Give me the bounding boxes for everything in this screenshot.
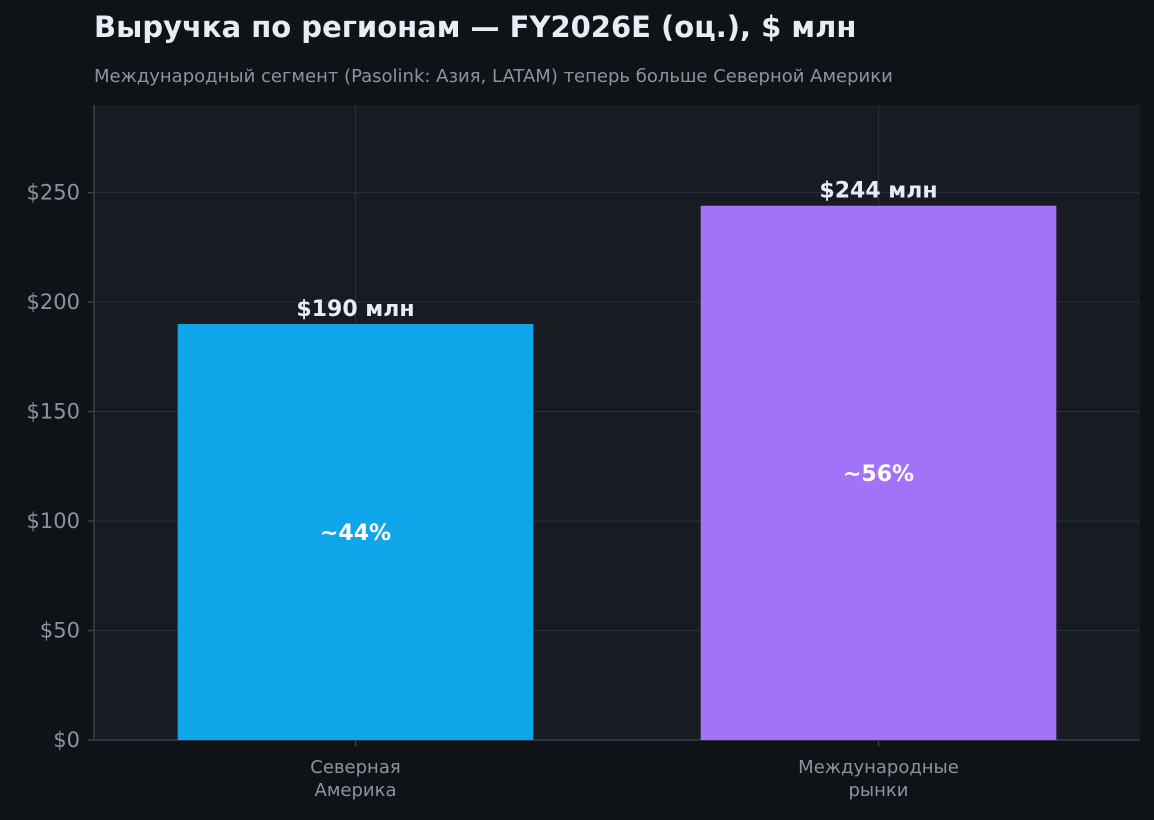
bar [700, 205, 1057, 741]
x-tick-label: Северная Америка [310, 757, 400, 801]
bar-value-label: $244 млн [819, 179, 937, 204]
chart-title: Выручка по регионам — FY2026E (оц.), $ м… [94, 10, 857, 44]
x-tick-label-line: рынки [849, 780, 909, 801]
y-tick-label: $50 [40, 619, 80, 643]
x-tick-label-line: Америка [315, 780, 397, 801]
bar-share-label: ~44% [320, 521, 391, 546]
bar [177, 323, 534, 740]
y-tick-label: $150 [27, 400, 80, 424]
x-tick-label-line: Северная [310, 757, 400, 778]
bar-share-label: ~56% [843, 462, 914, 487]
x-tick-label-line: Международные [798, 757, 959, 778]
bar-value-label: $190 млн [296, 297, 414, 322]
chart-subtitle: Международный сегмент (Pasolink: Азия, L… [94, 66, 893, 87]
y-tick-label: $200 [27, 290, 80, 314]
y-tick-label: $100 [27, 509, 80, 533]
x-tick-label: Международные рынки [798, 757, 959, 801]
y-tick-label: $0 [53, 728, 80, 752]
y-tick-label: $250 [27, 181, 80, 205]
